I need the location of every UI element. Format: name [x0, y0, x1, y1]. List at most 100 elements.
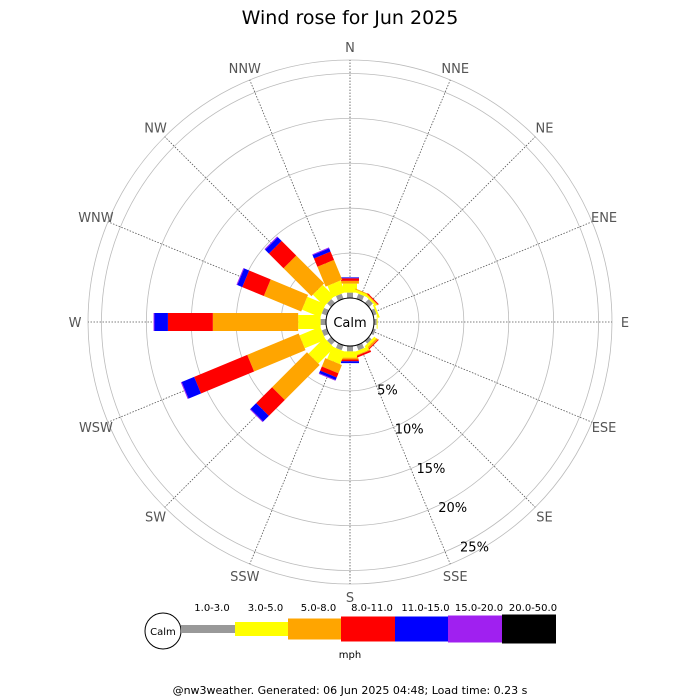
bar-NW-5	[264, 236, 278, 250]
bar-WSW-0	[321, 328, 329, 337]
direction-label-NE: NE	[535, 122, 553, 137]
chart-title: Wind rose for Jun 2025	[242, 7, 459, 29]
bar-NNW-0	[335, 293, 344, 301]
wind-bars	[153, 236, 380, 423]
direction-label-E: E	[621, 316, 629, 331]
legend-swatch-5	[448, 615, 502, 643]
bar-WSW-1	[299, 326, 326, 349]
direction-labels: N NNE NE ENE E ESE SE SSE S SSW SW WSW W WNW NW NNW	[69, 41, 630, 606]
bar-WNW-3	[242, 270, 271, 297]
legend-label-3: 8.0-11.0	[351, 603, 393, 614]
grid-spoke	[249, 344, 342, 565]
legend-label-0: 1.0-3.0	[194, 603, 229, 614]
grid-spoke	[372, 221, 593, 314]
bar-WNW-0	[321, 307, 329, 316]
bar-SSW-4	[319, 370, 337, 380]
ring-label: 15%	[416, 462, 445, 477]
direction-label-NNW: NNW	[229, 62, 261, 77]
legend-swatch-4	[395, 616, 448, 642]
grid-spoke	[366, 136, 536, 306]
bar-SW-1	[308, 337, 335, 364]
bar-NNW-1	[327, 280, 346, 298]
bar-WSW-2	[247, 333, 306, 372]
grid-ring	[101, 73, 599, 571]
bar-SE-3	[367, 339, 379, 351]
grid-spoke	[372, 330, 593, 423]
bar-WNW-2	[263, 279, 309, 312]
direction-label-WNW: WNW	[78, 211, 114, 226]
bar-NE-0	[364, 299, 373, 308]
bar-NNW-3	[313, 251, 335, 267]
bar-NW-1	[312, 284, 335, 307]
bar-SSW-1	[327, 346, 346, 365]
bar-NW-3	[268, 240, 297, 269]
bar-SSE-0	[356, 343, 365, 351]
bar-SSE-1	[354, 346, 370, 356]
bar-NNW-2	[317, 259, 343, 287]
bar-NNW-4	[312, 248, 331, 259]
calm-circle-outline	[325, 297, 375, 347]
bar-SSW-2	[321, 358, 342, 374]
legend-calm-label: Calm	[150, 627, 176, 638]
direction-label-N: N	[345, 41, 355, 56]
legend-label-4: 11.0-15.0	[401, 603, 449, 614]
direction-label-NW: NW	[144, 122, 167, 137]
grid-spoke	[366, 338, 536, 508]
bar-NE-3	[367, 293, 379, 305]
legend-swatch-0	[181, 625, 235, 633]
bar-NW-4	[265, 237, 282, 254]
grid-spoke	[358, 79, 451, 300]
ring-label: 25%	[460, 540, 489, 555]
bar-SSW-0	[335, 343, 344, 351]
legend-label-5: 15.0-20.0	[455, 603, 503, 614]
bar-SE-1	[364, 336, 377, 349]
legend-unit-label: mph	[339, 650, 361, 661]
bar-NE-1	[365, 294, 378, 307]
bar-SW-3	[256, 387, 285, 416]
footer-text: @nw3weather. Generated: 06 Jun 2025 04:4…	[173, 684, 528, 697]
bar-WSW-3	[194, 354, 255, 394]
legend-swatch-1	[235, 622, 288, 636]
bar-SW-5	[249, 408, 264, 423]
grid-spoke	[358, 344, 451, 565]
grid-ring	[145, 117, 555, 527]
bar-SW-4	[250, 403, 269, 422]
bar-NW-2	[283, 255, 325, 297]
bar-NNE-1	[354, 289, 369, 298]
ring-label: 20%	[438, 501, 467, 516]
bar-ENE-0	[371, 308, 377, 316]
bar-SW-0	[327, 336, 336, 345]
direction-label-NNE: NNE	[441, 62, 469, 77]
direction-label-W: W	[69, 316, 82, 331]
calm-label: Calm	[333, 316, 366, 331]
direction-label-SW: SW	[145, 510, 166, 525]
direction-label-WSW: WSW	[79, 421, 113, 436]
direction-label-ENE: ENE	[591, 211, 617, 226]
bar-SSW-3	[320, 366, 339, 378]
direction-label-SSE: SSE	[443, 570, 468, 585]
bar-NE-2	[366, 293, 379, 306]
legend-swatch-6	[502, 614, 556, 644]
legend-label-1: 3.0-5.0	[248, 603, 283, 614]
direction-label-SE: SE	[536, 510, 552, 525]
ring-label: 5%	[377, 383, 398, 398]
speed-legend: Calm mph 1.0-3.0 3.0-5.0 5.0-8.0 8.0-11.0 11…	[144, 603, 557, 661]
bar-SE-0	[364, 336, 372, 344]
ring-label: 10%	[395, 423, 424, 438]
bar-NNE-0	[356, 293, 365, 301]
bar-SSE-3	[355, 350, 372, 359]
legend-label-2: 5.0-8.0	[301, 603, 336, 614]
calm-circle: Calm	[325, 297, 375, 347]
ring-labels: 5% 10% 15% 20% 25%	[377, 383, 489, 555]
legend-swatch-3	[341, 616, 395, 642]
direction-label-ESE: ESE	[592, 421, 617, 436]
bar-WNW-4	[237, 268, 250, 288]
direction-label-SSW: SSW	[230, 570, 260, 585]
bar-ENE-1	[372, 304, 380, 318]
legend-label-6: 20.0-50.0	[509, 603, 557, 614]
bar-SE-2	[366, 338, 378, 350]
legend-swatch-2	[288, 618, 341, 640]
polar-grid	[87, 59, 613, 585]
bar-WNW-1	[301, 296, 326, 318]
